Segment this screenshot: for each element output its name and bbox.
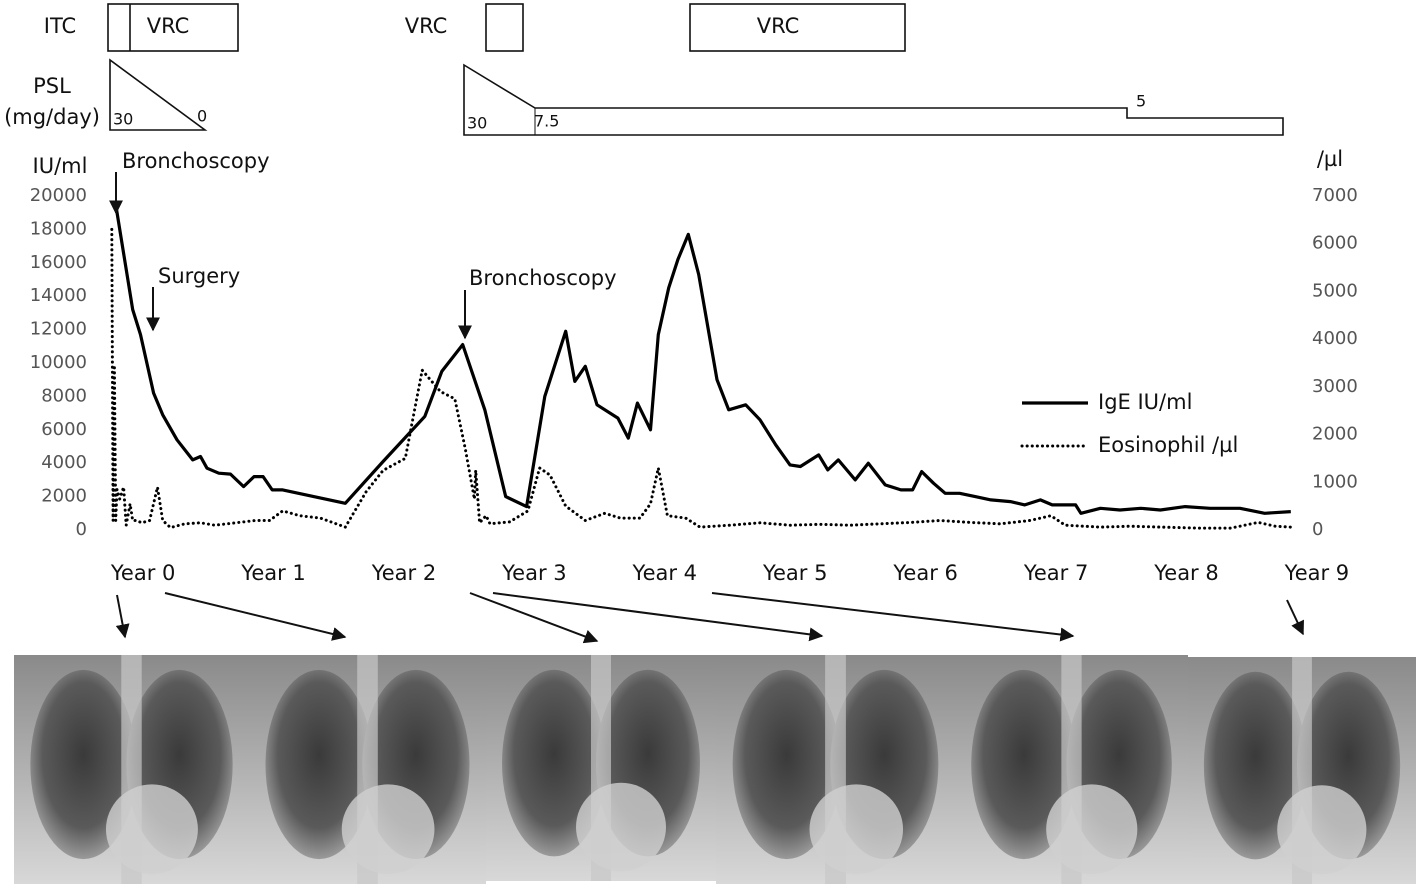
series-line bbox=[110, 227, 1293, 530]
legend-label: Eosinophil /µl bbox=[1098, 433, 1238, 457]
y2-tick-label: 6000 bbox=[1312, 233, 1358, 254]
psl-label: PSL bbox=[33, 74, 71, 98]
arrow bbox=[492, 592, 824, 642]
y-tick-label: 10000 bbox=[30, 352, 87, 373]
y-tick-label: 2000 bbox=[41, 486, 87, 507]
x-tick-label: Year 7 bbox=[1023, 561, 1089, 585]
drug-label: VRC bbox=[757, 14, 800, 38]
psl-taper bbox=[109, 58, 208, 131]
radiograph bbox=[1188, 657, 1416, 884]
psl-dose: 5 bbox=[1136, 92, 1146, 111]
image-arrows bbox=[115, 592, 1304, 644]
y2-tick-label: 1000 bbox=[1312, 471, 1358, 492]
y2-tick-label: 5000 bbox=[1312, 280, 1358, 301]
psl-dose: 7.5 bbox=[534, 112, 559, 131]
x-tick-label: Year 4 bbox=[632, 561, 698, 585]
x-tick-label: Year 8 bbox=[1153, 561, 1219, 585]
y2-tick-label: 2000 bbox=[1312, 424, 1358, 445]
x-tick-label: Year 5 bbox=[762, 561, 828, 585]
radiograph bbox=[249, 655, 486, 884]
y-tick-label: 14000 bbox=[30, 285, 87, 306]
itc-vrc-box bbox=[107, 3, 239, 52]
arrow bbox=[1286, 599, 1304, 636]
y-tick-label: 0 bbox=[76, 519, 87, 540]
x-tick-label: Year 2 bbox=[371, 561, 437, 585]
y-tick-label: 18000 bbox=[30, 218, 87, 239]
arrow bbox=[164, 592, 347, 641]
treatment-panel bbox=[107, 3, 1284, 136]
y2-tick-label: 3000 bbox=[1312, 376, 1358, 397]
psl-unit: (mg/day) bbox=[4, 105, 100, 129]
radiograph bbox=[486, 655, 716, 881]
series-line bbox=[114, 204, 1291, 515]
psl-dose: 0 bbox=[197, 107, 207, 126]
drug-label: VRC bbox=[147, 14, 190, 38]
y-tick-label: 4000 bbox=[41, 452, 87, 473]
y-tick-label: 8000 bbox=[41, 385, 87, 406]
legend-label: IgE IU/ml bbox=[1098, 390, 1192, 414]
radiograph bbox=[14, 655, 249, 884]
x-tick-label: Year 9 bbox=[1284, 561, 1350, 585]
y2-axis-unit: /µl bbox=[1317, 147, 1343, 171]
y2-tick-label: 7000 bbox=[1312, 185, 1358, 206]
psl-dose: 30 bbox=[467, 114, 487, 133]
psl-dose: 30 bbox=[113, 110, 133, 129]
psl-taper bbox=[463, 63, 1284, 136]
y-tick-label: 6000 bbox=[41, 419, 87, 440]
y-tick-label: 20000 bbox=[30, 185, 87, 206]
arrow bbox=[115, 594, 130, 639]
x-tick-label: Year 6 bbox=[892, 561, 958, 585]
drug-label: VRC bbox=[405, 14, 448, 38]
annotation: Bronchoscopy bbox=[469, 266, 617, 290]
arrow bbox=[469, 592, 599, 644]
radiograph bbox=[955, 655, 1188, 884]
annotation: Surgery bbox=[158, 264, 240, 288]
y-axis-unit: IU/ml bbox=[33, 154, 88, 178]
drug-label: ITC bbox=[44, 14, 76, 38]
vrc-box bbox=[485, 3, 524, 52]
x-tick-label: Year 3 bbox=[501, 561, 567, 585]
y-tick-label: 12000 bbox=[30, 319, 87, 340]
arrow bbox=[711, 592, 1075, 642]
x-tick-label: Year 0 bbox=[110, 561, 176, 585]
y2-tick-label: 0 bbox=[1312, 519, 1323, 540]
annotation: Bronchoscopy bbox=[122, 149, 270, 173]
radiograph bbox=[716, 655, 955, 884]
y-tick-label: 16000 bbox=[30, 252, 87, 273]
x-tick-label: Year 1 bbox=[240, 561, 306, 585]
radiographs bbox=[14, 655, 1416, 884]
y2-tick-label: 4000 bbox=[1312, 328, 1358, 349]
vrc-box bbox=[689, 3, 906, 52]
chart: IU/ml /µl 020004000600080001000012000140… bbox=[30, 147, 1358, 585]
